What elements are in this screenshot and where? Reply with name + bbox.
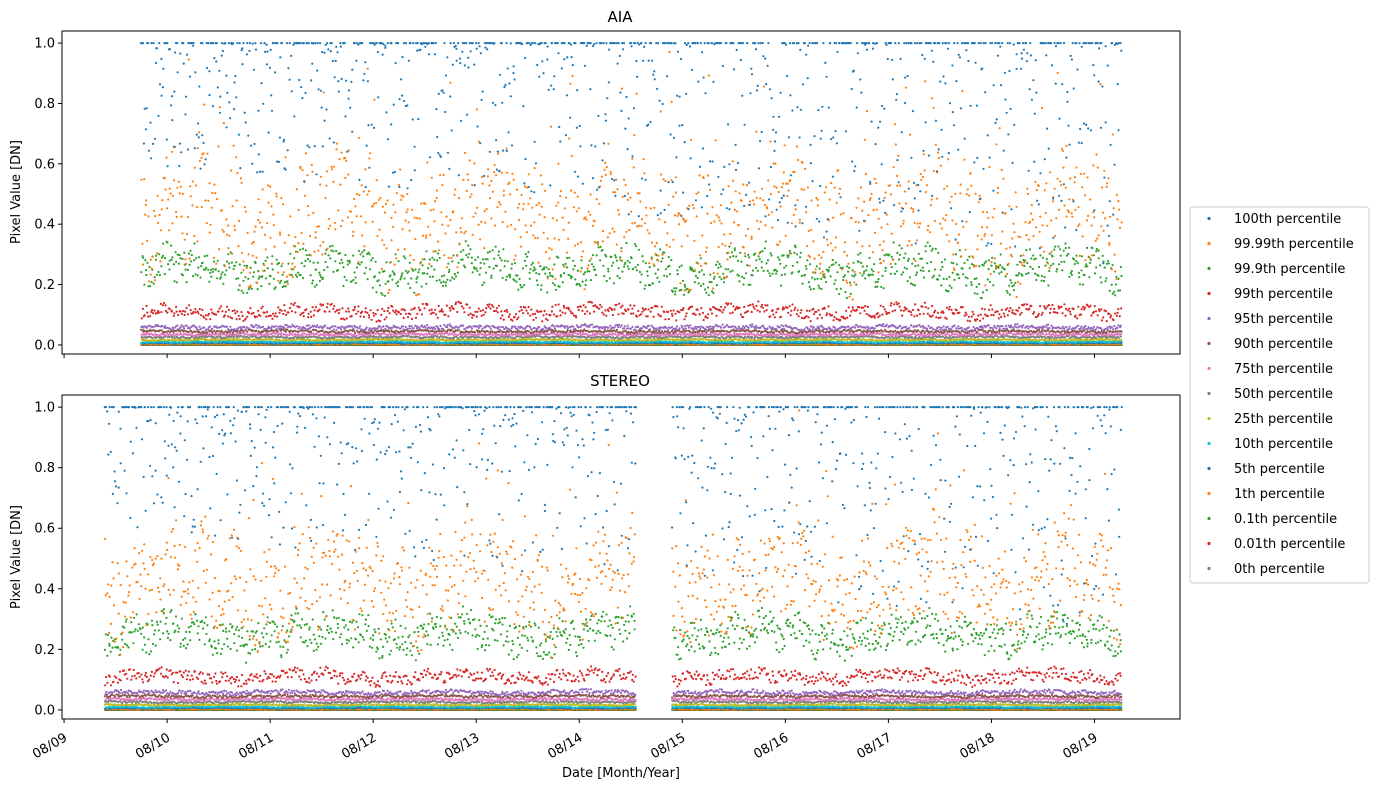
data-point [1009,341,1011,343]
data-point [971,341,973,343]
data-point [1039,342,1041,344]
data-point [899,340,901,342]
data-point [868,342,870,344]
data-point [1003,341,1005,343]
data-point [925,341,927,343]
data-point [546,341,548,343]
data-point [694,341,696,343]
data-point [595,341,597,343]
aia-title: AIA [608,8,634,26]
data-point [639,341,641,343]
data-point [561,341,563,343]
data-point [790,341,792,343]
data-point [1096,341,1098,343]
data-point [618,341,620,343]
data-point [1035,341,1037,343]
data-point [997,341,999,343]
data-point [202,341,204,343]
data-point [968,341,970,343]
data-point [1024,341,1026,343]
data-point [756,341,758,343]
data-point [165,339,167,341]
data-point [613,342,615,344]
data-point [393,344,395,346]
data-point [778,341,780,343]
data-point [245,341,247,343]
data-point [651,341,653,343]
